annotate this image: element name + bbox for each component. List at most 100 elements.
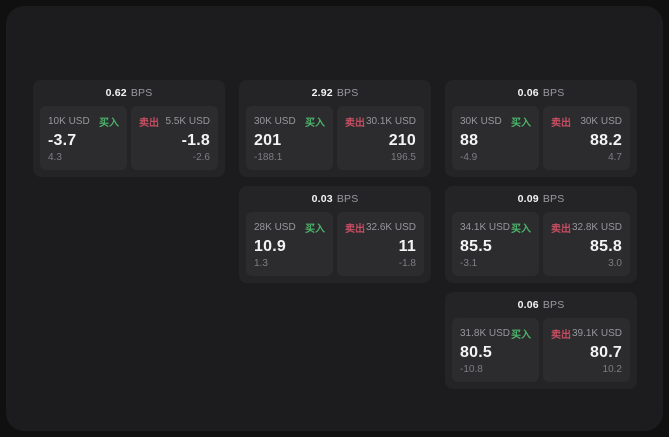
buy-sub-value: -4.9 xyxy=(460,152,478,163)
sell-panel-top: 卖出 30K USD xyxy=(551,114,622,129)
sell-price: 11 xyxy=(398,237,416,255)
quote-board-surface: 0.62 BPS 10K USD 买入 -3.7 4.3 卖出 5.5K USD xyxy=(6,6,663,431)
sell-side-label: 卖出 xyxy=(551,224,571,235)
sell-sub-value: 196.5 xyxy=(390,152,416,163)
buy-quote-panel[interactable]: 34.1K USD 买入 85.5 -3.1 xyxy=(452,212,539,276)
sell-amount: 30K USD xyxy=(580,116,622,127)
quote-panels: 28K USD 买入 10.9 1.3 卖出 32.6K USD 11 -1.8 xyxy=(246,212,424,276)
sell-panel-top: 卖出 32.6K USD xyxy=(345,220,416,235)
bps-unit-label: BPS xyxy=(542,299,565,311)
card-header: 0.09 BPS xyxy=(452,186,630,212)
card-header: 0.06 BPS xyxy=(452,292,630,318)
sell-price: 88.2 xyxy=(590,131,622,149)
buy-quote-panel[interactable]: 30K USD 买入 88 -4.9 xyxy=(452,106,539,170)
quote-panels: 34.1K USD 买入 85.5 -3.1 卖出 32.8K USD 85.8… xyxy=(452,212,630,276)
buy-price: 85.5 xyxy=(460,237,492,255)
buy-amount: 34.1K USD xyxy=(460,222,511,233)
quote-panels: 30K USD 买入 88 -4.9 卖出 30K USD 88.2 4.7 xyxy=(452,106,630,170)
sell-sub-value: 4.7 xyxy=(608,152,622,163)
buy-price: -3.7 xyxy=(48,131,77,149)
bps-unit-label: BPS xyxy=(130,87,153,99)
card-header: 0.03 BPS xyxy=(246,186,424,212)
quote-card: 0.03 BPS 28K USD 买入 10.9 1.3 卖出 32.6K US… xyxy=(239,186,431,283)
quote-card: 0.06 BPS 31.8K USD 买入 80.5 -10.8 卖出 39.1… xyxy=(445,292,637,389)
bps-value: 0.06 xyxy=(517,299,539,311)
buy-price: 88 xyxy=(460,131,479,149)
buy-side-label: 买入 xyxy=(305,224,325,235)
bps-value: 0.09 xyxy=(517,193,539,205)
buy-sub-value: 4.3 xyxy=(48,152,62,163)
sell-side-label: 卖出 xyxy=(551,118,571,129)
bps-value: 0.03 xyxy=(311,193,333,205)
buy-side-label: 买入 xyxy=(511,224,531,235)
sell-quote-panel[interactable]: 卖出 32.6K USD 11 -1.8 xyxy=(337,212,424,276)
sell-sub-value: 10.2 xyxy=(602,364,622,375)
quote-panels: 10K USD 买入 -3.7 4.3 卖出 5.5K USD -1.8 -2.… xyxy=(40,106,218,170)
sell-quote-panel[interactable]: 卖出 39.1K USD 80.7 10.2 xyxy=(543,318,630,382)
sell-sub-value: -1.8 xyxy=(398,258,416,269)
card-header: 0.06 BPS xyxy=(452,80,630,106)
sell-price: 80.7 xyxy=(590,343,622,361)
sell-sub-value: -2.6 xyxy=(192,152,210,163)
card-header: 0.62 BPS xyxy=(40,80,218,106)
quote-grid: 0.62 BPS 10K USD 买入 -3.7 4.3 卖出 5.5K USD xyxy=(33,80,637,389)
quote-card: 0.06 BPS 30K USD 买入 88 -4.9 卖出 30K USD xyxy=(445,80,637,177)
buy-side-label: 买入 xyxy=(511,118,531,129)
sell-panel-top: 卖出 32.8K USD xyxy=(551,220,622,235)
bps-unit-label: BPS xyxy=(336,87,359,99)
sell-quote-panel[interactable]: 卖出 32.8K USD 85.8 3.0 xyxy=(543,212,630,276)
sell-amount: 39.1K USD xyxy=(571,328,622,339)
buy-amount: 28K USD xyxy=(254,222,296,233)
bps-unit-label: BPS xyxy=(542,87,565,99)
buy-panel-top: 28K USD 买入 xyxy=(254,220,325,235)
buy-sub-value: -3.1 xyxy=(460,258,478,269)
sell-quote-panel[interactable]: 卖出 30.1K USD 210 196.5 xyxy=(337,106,424,170)
quote-card: 0.09 BPS 34.1K USD 买入 85.5 -3.1 卖出 32.8K… xyxy=(445,186,637,283)
bps-value: 0.62 xyxy=(105,87,127,99)
sell-price: -1.8 xyxy=(181,131,210,149)
bps-unit-label: BPS xyxy=(542,193,565,205)
sell-side-label: 卖出 xyxy=(139,118,159,129)
sell-price: 85.8 xyxy=(590,237,622,255)
buy-amount: 30K USD xyxy=(254,116,296,127)
buy-quote-panel[interactable]: 28K USD 买入 10.9 1.3 xyxy=(246,212,333,276)
buy-panel-top: 31.8K USD 买入 xyxy=(460,326,531,341)
buy-panel-top: 30K USD 买入 xyxy=(254,114,325,129)
buy-side-label: 买入 xyxy=(305,118,325,129)
buy-amount: 30K USD xyxy=(460,116,502,127)
sell-quote-panel[interactable]: 卖出 5.5K USD -1.8 -2.6 xyxy=(131,106,218,170)
buy-panel-top: 10K USD 买入 xyxy=(48,114,119,129)
sell-price: 210 xyxy=(388,131,416,149)
buy-quote-panel[interactable]: 30K USD 买入 201 -188.1 xyxy=(246,106,333,170)
buy-sub-value: -10.8 xyxy=(460,364,483,375)
buy-price: 80.5 xyxy=(460,343,492,361)
buy-quote-panel[interactable]: 31.8K USD 买入 80.5 -10.8 xyxy=(452,318,539,382)
buy-price: 201 xyxy=(254,131,282,149)
card-header: 2.92 BPS xyxy=(246,80,424,106)
buy-price: 10.9 xyxy=(254,237,286,255)
sell-panel-top: 卖出 5.5K USD xyxy=(139,114,210,129)
sell-sub-value: 3.0 xyxy=(608,258,622,269)
buy-sub-value: 1.3 xyxy=(254,258,268,269)
sell-quote-panel[interactable]: 卖出 30K USD 88.2 4.7 xyxy=(543,106,630,170)
sell-panel-top: 卖出 30.1K USD xyxy=(345,114,416,129)
quote-panels: 30K USD 买入 201 -188.1 卖出 30.1K USD 210 1… xyxy=(246,106,424,170)
sell-side-label: 卖出 xyxy=(551,330,571,341)
sell-amount: 32.8K USD xyxy=(571,222,622,233)
buy-side-label: 买入 xyxy=(511,330,531,341)
bps-unit-label: BPS xyxy=(336,193,359,205)
quote-card: 0.62 BPS 10K USD 买入 -3.7 4.3 卖出 5.5K USD xyxy=(33,80,225,177)
buy-panel-top: 34.1K USD 买入 xyxy=(460,220,531,235)
bps-value: 0.06 xyxy=(517,87,539,99)
quote-panels: 31.8K USD 买入 80.5 -10.8 卖出 39.1K USD 80.… xyxy=(452,318,630,382)
buy-sub-value: -188.1 xyxy=(254,152,283,163)
buy-amount: 10K USD xyxy=(48,116,90,127)
sell-panel-top: 卖出 39.1K USD xyxy=(551,326,622,341)
buy-side-label: 买入 xyxy=(99,118,119,129)
sell-side-label: 卖出 xyxy=(345,224,365,235)
buy-quote-panel[interactable]: 10K USD 买入 -3.7 4.3 xyxy=(40,106,127,170)
buy-panel-top: 30K USD 买入 xyxy=(460,114,531,129)
sell-amount: 30.1K USD xyxy=(365,116,416,127)
sell-amount: 32.6K USD xyxy=(365,222,416,233)
sell-amount: 5.5K USD xyxy=(165,116,210,127)
